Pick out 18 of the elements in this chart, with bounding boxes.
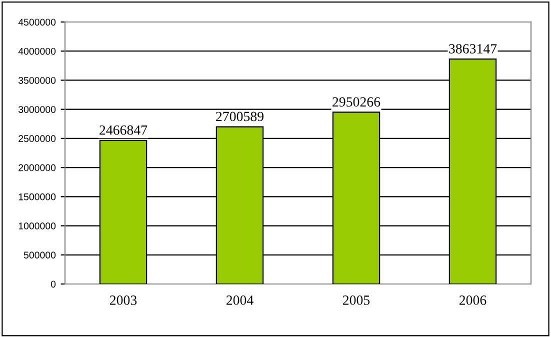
y-tick-label: 2500000 (18, 135, 56, 142)
y-tick-label: 500000 (24, 252, 56, 259)
data-label: 3863147 (449, 44, 497, 54)
y-tick-label: 1500000 (18, 193, 56, 200)
data-label: 2466847 (100, 125, 148, 135)
y-tick-label: 3000000 (18, 106, 56, 113)
y-tick-label: 1000000 (18, 222, 56, 230)
y-tick-label: 4000000 (18, 48, 56, 55)
x-tick-label: 2006 (459, 296, 486, 305)
x-tick-label: 2005 (342, 296, 370, 305)
data-label: 2700589 (216, 112, 264, 122)
x-tick-label: 2004 (226, 296, 254, 305)
y-tick-label: 3500000 (18, 76, 56, 84)
y-tick-label: 0 (50, 280, 56, 288)
y-tick-label: 4500000 (18, 18, 56, 26)
y-tick-label: 2000000 (18, 164, 56, 172)
data-label: 2950266 (332, 97, 380, 107)
x-tick-label: 2003 (110, 296, 137, 305)
